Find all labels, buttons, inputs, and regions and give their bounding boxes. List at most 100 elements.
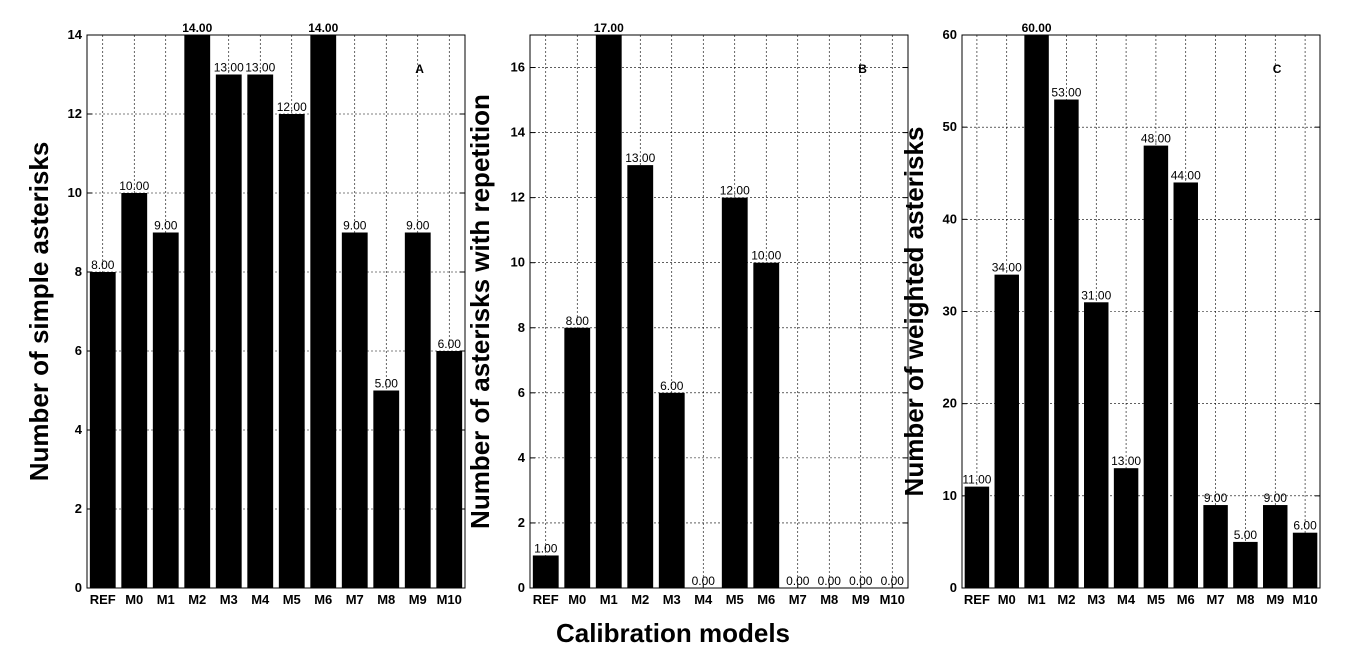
data-label-m8: 5.00 [375, 377, 399, 391]
panel-letter: B [858, 62, 867, 76]
y-tick-label: 10 [68, 185, 82, 200]
y-tick-label: 10 [511, 255, 525, 270]
x-tick-label: M9 [852, 592, 870, 607]
bar-m4 [247, 74, 274, 588]
data-label-ref: 1.00 [534, 541, 558, 555]
bar-m9 [1263, 505, 1288, 588]
x-tick-label: M7 [346, 592, 364, 607]
bar-m6 [310, 35, 337, 588]
data-label-m5: 48.00 [1141, 132, 1171, 146]
data-label-m10: 6.00 [1293, 519, 1317, 533]
x-tick-label: M3 [663, 592, 681, 607]
data-label-m4: 0.00 [692, 574, 716, 588]
x-tick-label: M7 [1207, 592, 1225, 607]
data-label-m5: 12.00 [277, 100, 307, 114]
x-tick-label: M9 [1266, 592, 1284, 607]
data-label-ref: 11.00 [962, 473, 991, 487]
bar-m9 [404, 232, 431, 588]
chart-panel-b: 0 2 4 6 8 10 12 14 16 1.00 REF 8.00 M0 17.00 M1 13.00 M2… [465, 21, 909, 607]
y-tick-label: 60 [943, 27, 957, 42]
bar-m5 [721, 197, 748, 588]
x-tick-label: M5 [726, 592, 744, 607]
plot-frame [529, 34, 909, 589]
data-label-m6: 10.00 [751, 249, 781, 263]
bar-m7 [1203, 505, 1228, 588]
data-label-m9: 9.00 [406, 219, 430, 233]
bar-m2 [184, 35, 211, 588]
bar-m3 [1084, 302, 1109, 588]
bar-m0 [994, 274, 1019, 588]
chart-panel-c: 0 10 20 30 40 50 60 11.00 REF 34.00 M0 60.00 M1 53.00… [899, 21, 1321, 607]
data-label-m2: 14.00 [182, 21, 212, 35]
data-label-m0: 8.00 [566, 314, 590, 328]
data-label-m10: 0.00 [881, 574, 905, 588]
bar-m7 [341, 232, 368, 588]
x-tick-label: M8 [377, 592, 395, 607]
x-tick-label: M8 [1236, 592, 1254, 607]
data-label-m3: 13.00 [214, 61, 244, 75]
plot-frame [961, 34, 1321, 589]
data-label-m1: 60.00 [1022, 21, 1052, 35]
y-tick-label: 16 [511, 60, 525, 75]
y-tick-label: 4 [75, 422, 83, 437]
data-label-m9: 0.00 [849, 574, 873, 588]
bar-m1 [595, 35, 622, 588]
x-tick-label: M5 [1147, 592, 1165, 607]
bar-m5 [1143, 145, 1169, 588]
y-tick-label: 8 [518, 320, 525, 335]
x-tick-label: M1 [157, 592, 175, 607]
chart-panels: 0 2 4 6 8 10 12 14 8.00 REF 10.00 M0 9.00 M1 14.00 M2 13… [24, 21, 1321, 607]
y-tick-label: 14 [68, 27, 83, 42]
x-tick-label: M0 [125, 592, 143, 607]
x-tick-label: M10 [880, 592, 905, 607]
data-label-m5: 12.00 [720, 184, 750, 198]
bar-m0 [564, 327, 591, 588]
data-label-m7: 0.00 [786, 574, 810, 588]
panel-letter: C [1273, 62, 1282, 76]
bar-m10 [436, 351, 463, 588]
bar-m4 [1113, 468, 1139, 588]
x-tick-label: M2 [1057, 592, 1075, 607]
bar-m0 [121, 193, 148, 588]
y-tick-label: 8 [75, 264, 82, 279]
x-axis-label: Calibration models [556, 618, 790, 648]
y-tick-label: 0 [518, 580, 525, 595]
data-label-m2: 53.00 [1051, 86, 1081, 100]
x-tick-label: M4 [251, 592, 270, 607]
y-tick-label: 14 [511, 125, 526, 140]
x-tick-label: M6 [757, 592, 775, 607]
bar-m8 [1233, 541, 1258, 588]
bar-ref [532, 555, 559, 588]
data-label-m1: 17.00 [594, 21, 624, 35]
panel-letter: A [415, 62, 424, 76]
data-label-m0: 34.00 [992, 261, 1022, 275]
x-tick-label: M1 [600, 592, 618, 607]
bar-m6 [753, 262, 780, 588]
x-tick-label: REF [964, 592, 990, 607]
data-label-m6: 14.00 [308, 21, 338, 35]
data-label-m0: 10.00 [119, 179, 149, 193]
data-label-m4: 13.00 [245, 61, 275, 75]
data-label-m1: 9.00 [154, 219, 178, 233]
x-tick-label: M10 [437, 592, 462, 607]
x-tick-label: M8 [820, 592, 838, 607]
y-axis-label: Number of weighted asterisks [899, 127, 929, 497]
x-tick-label: M3 [220, 592, 238, 607]
y-tick-label: 40 [943, 211, 957, 226]
x-tick-label: M10 [1292, 592, 1317, 607]
x-tick-label: M4 [1117, 592, 1136, 607]
x-tick-label: M4 [694, 592, 713, 607]
x-tick-label: M5 [283, 592, 301, 607]
y-tick-label: 0 [75, 580, 82, 595]
bar-m3 [658, 392, 685, 588]
data-label-m7: 9.00 [343, 219, 367, 233]
plot-frame [86, 34, 466, 589]
y-tick-label: 0 [950, 580, 957, 595]
bar-ref [89, 272, 116, 588]
bar-ref [964, 486, 990, 588]
x-tick-label: M6 [314, 592, 332, 607]
bar-m10 [1292, 532, 1318, 588]
x-tick-label: M2 [188, 592, 206, 607]
x-tick-label: M6 [1177, 592, 1195, 607]
